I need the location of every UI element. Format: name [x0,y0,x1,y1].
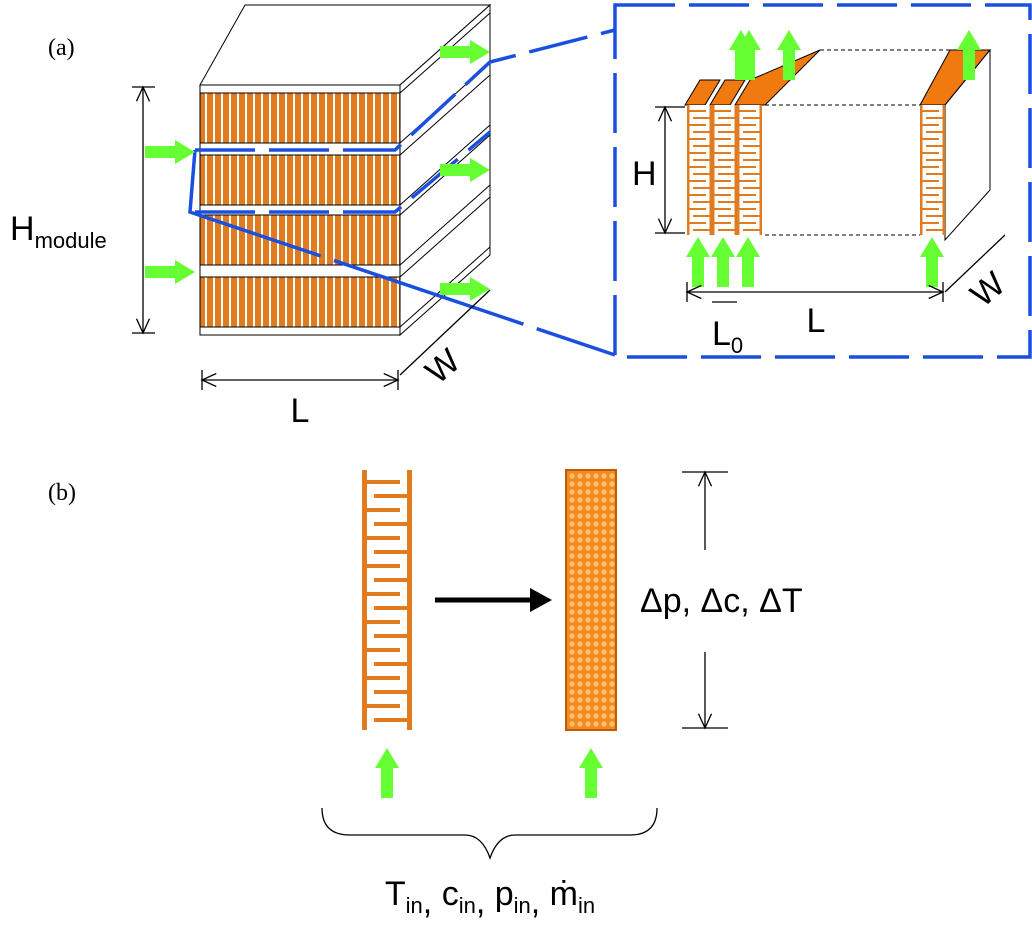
panel-b-plates [322,470,728,858]
module-width-label: W [418,342,467,392]
inputs-part: in [578,893,595,918]
diagram: (a) Hmodule L W H L0 L W (b) Δp, Δc, ΔT … [0,0,1032,926]
channel-height-label: H [632,155,657,193]
channel-width-label: W [963,265,1012,315]
label-part: H [10,210,35,248]
panel-label: (a) [48,35,75,61]
inputs-part: , [476,883,495,921]
inputs-part: in [406,893,423,918]
inputs-part: c [442,875,459,913]
module-height-label: Hmodule [10,210,107,253]
panel-label: (b) [48,480,76,506]
inputs-part: in [514,893,531,918]
inputs-part: p [495,875,514,913]
outputs-label: Δp, Δc, ΔT [640,582,803,620]
inputs-part: T [385,875,406,913]
label-part: L [712,315,731,353]
inputs-part: , [531,883,550,921]
inputs-part: ṁ [550,875,578,913]
channel-pitch-label: L0 [712,315,743,358]
zoom-plates [685,50,990,240]
inputs-part: in [459,893,476,918]
module-length-label: L [291,392,310,430]
label-part: module [35,228,107,253]
inputs-part: , [423,883,442,921]
inputs-label: Tin, cin, pin, ṁin [385,875,595,921]
label-part: 0 [731,333,743,358]
channel-length-label: L [807,302,826,340]
